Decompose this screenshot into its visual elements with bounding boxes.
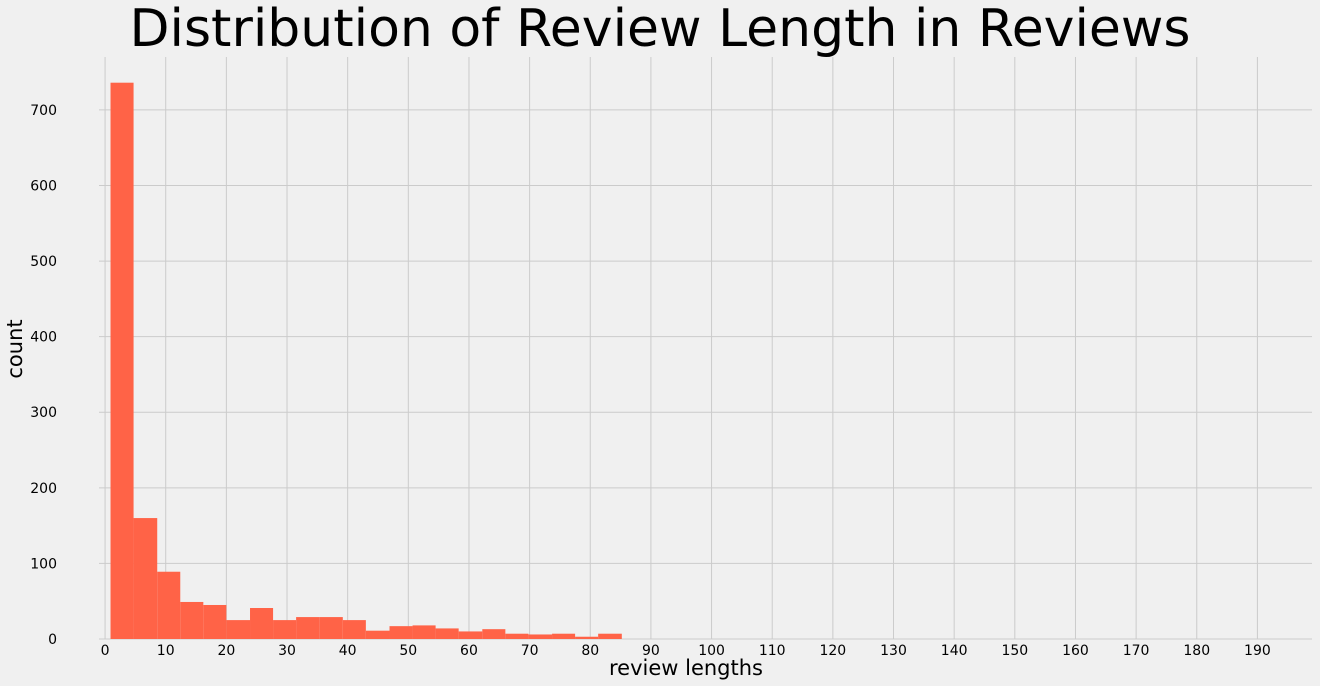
histogram-bars (110, 82, 622, 639)
x-tick-label: 180 (1183, 643, 1210, 659)
histogram-bar (342, 620, 366, 639)
histogram-bar (319, 617, 343, 639)
chart-title: Distribution of Review Length in Reviews (129, 0, 1190, 59)
y-tick-label: 0 (48, 632, 57, 648)
histogram-bar (412, 625, 436, 639)
histogram-bar (365, 630, 390, 639)
histogram-bar (575, 636, 599, 639)
x-tick-label: 60 (460, 643, 478, 659)
x-tick-label: 100 (698, 643, 725, 659)
histogram-bar (133, 518, 158, 639)
x-tick-label: 20 (217, 643, 235, 659)
x-tick-label: 190 (1244, 643, 1271, 659)
y-tick-label: 600 (30, 178, 57, 194)
histogram-bar (435, 628, 459, 639)
x-axis-label: review lengths (609, 656, 763, 680)
y-tick-label: 400 (30, 330, 57, 346)
x-tick-label: 150 (1001, 643, 1028, 659)
histogram-bar (157, 571, 181, 639)
histogram-bar (296, 617, 320, 639)
x-tick-label: 160 (1062, 643, 1089, 659)
x-tick-label: 0 (101, 643, 110, 659)
x-tick-label: 10 (157, 643, 175, 659)
histogram-bar (528, 634, 553, 639)
histogram-bar (552, 633, 576, 639)
x-tick-label: 70 (521, 643, 539, 659)
x-tick-label: 130 (880, 643, 907, 659)
histogram-bar (273, 620, 297, 639)
y-tick-label: 200 (30, 481, 57, 497)
histogram-bar (226, 620, 251, 639)
x-tick-label: 80 (581, 643, 599, 659)
histogram-bar (482, 629, 506, 639)
histogram-bar (250, 608, 274, 639)
histogram-bar (389, 626, 413, 639)
y-axis-label: count (3, 319, 27, 378)
histogram-bar (203, 604, 227, 639)
y-tick-label: 100 (30, 556, 57, 572)
y-tick-label: 500 (30, 254, 57, 270)
x-axis-ticks: 0 10 20 30 40 50 60 70 80 90 100 110 120 130 140 150 160… (101, 643, 1271, 659)
grid-lines (99, 57, 1312, 640)
histogram-bar (110, 82, 134, 639)
x-tick-label: 50 (399, 643, 417, 659)
x-tick-label: 120 (819, 643, 846, 659)
x-tick-label: 140 (941, 643, 968, 659)
x-tick-label: 90 (642, 643, 660, 659)
x-tick-label: 30 (278, 643, 296, 659)
y-tick-label: 700 (30, 103, 57, 119)
x-tick-label: 40 (339, 643, 357, 659)
histogram-bar (598, 633, 622, 639)
y-tick-label: 300 (30, 405, 57, 421)
histogram-bar (505, 633, 529, 639)
histogram-bar (458, 631, 483, 639)
histogram-bar (180, 601, 204, 639)
y-axis-ticks: 0 100 200 300 400 500 600 700 (30, 103, 57, 648)
x-tick-label: 170 (1123, 643, 1150, 659)
x-tick-label: 110 (759, 643, 786, 659)
